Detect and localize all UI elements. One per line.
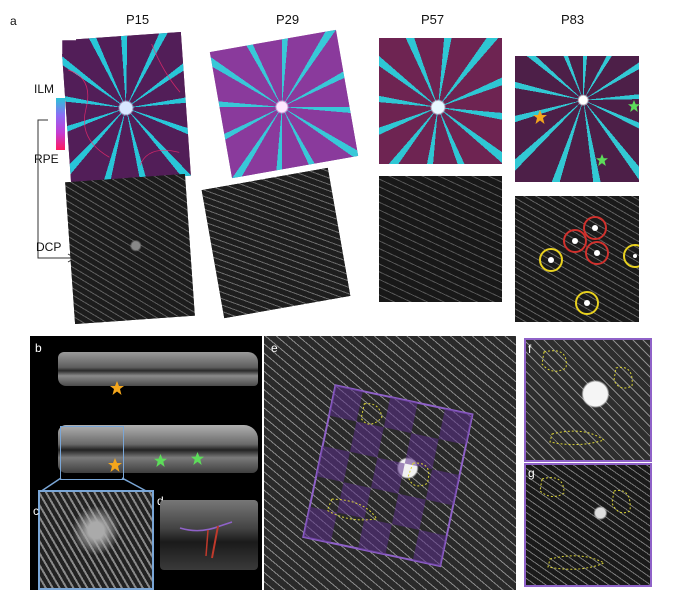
image-p57-dcp (379, 176, 502, 302)
annotation-overlay-g (539, 477, 631, 570)
panel-g-image (524, 463, 652, 587)
image-p83-color (515, 56, 639, 182)
header-p57: P57 (421, 12, 445, 27)
registration-checkerboard (302, 384, 474, 568)
star-icon (596, 154, 608, 166)
panel-label-a: a (10, 14, 17, 28)
panel-label-g: g (528, 466, 535, 480)
star-icon (154, 454, 167, 467)
panel-label-f: f (528, 342, 532, 356)
panel-label-e: e (271, 341, 278, 355)
scale-bar-icon (59, 37, 76, 54)
star-icon (533, 110, 547, 124)
panel-label-b: b (35, 341, 42, 355)
star-icon (628, 100, 640, 112)
image-p57-color (379, 38, 502, 164)
image-p15-color (61, 31, 191, 185)
legend-rpe-label: RPE (34, 152, 59, 166)
panel-c-inset (38, 490, 154, 590)
vessel-overlay (68, 43, 181, 166)
depth-colorbar (56, 98, 65, 150)
zoom-region-box (60, 426, 124, 480)
annotation-overlay-f (541, 350, 633, 446)
image-p15-dcp (65, 173, 195, 325)
dcp-label: DCP (36, 240, 62, 254)
header-p83: P83 (561, 12, 585, 27)
panel-d-image (160, 500, 258, 570)
image-p29-color (209, 29, 359, 179)
star-icon (108, 458, 122, 472)
panel-f-image (524, 338, 652, 462)
retina-slab-upper (58, 352, 258, 386)
star-icon (191, 452, 204, 465)
panel-label-c: c (33, 504, 39, 518)
header-p29: P29 (276, 12, 300, 27)
circle-marker-overlay (539, 216, 639, 315)
header-p15: P15 (126, 12, 150, 27)
vessel-trace-overlay (179, 521, 233, 559)
legend-ilm-label: ILM (34, 82, 55, 96)
image-p29-dcp (201, 167, 351, 319)
star-icon (110, 381, 124, 395)
zoom-connector-lines (39, 477, 149, 493)
